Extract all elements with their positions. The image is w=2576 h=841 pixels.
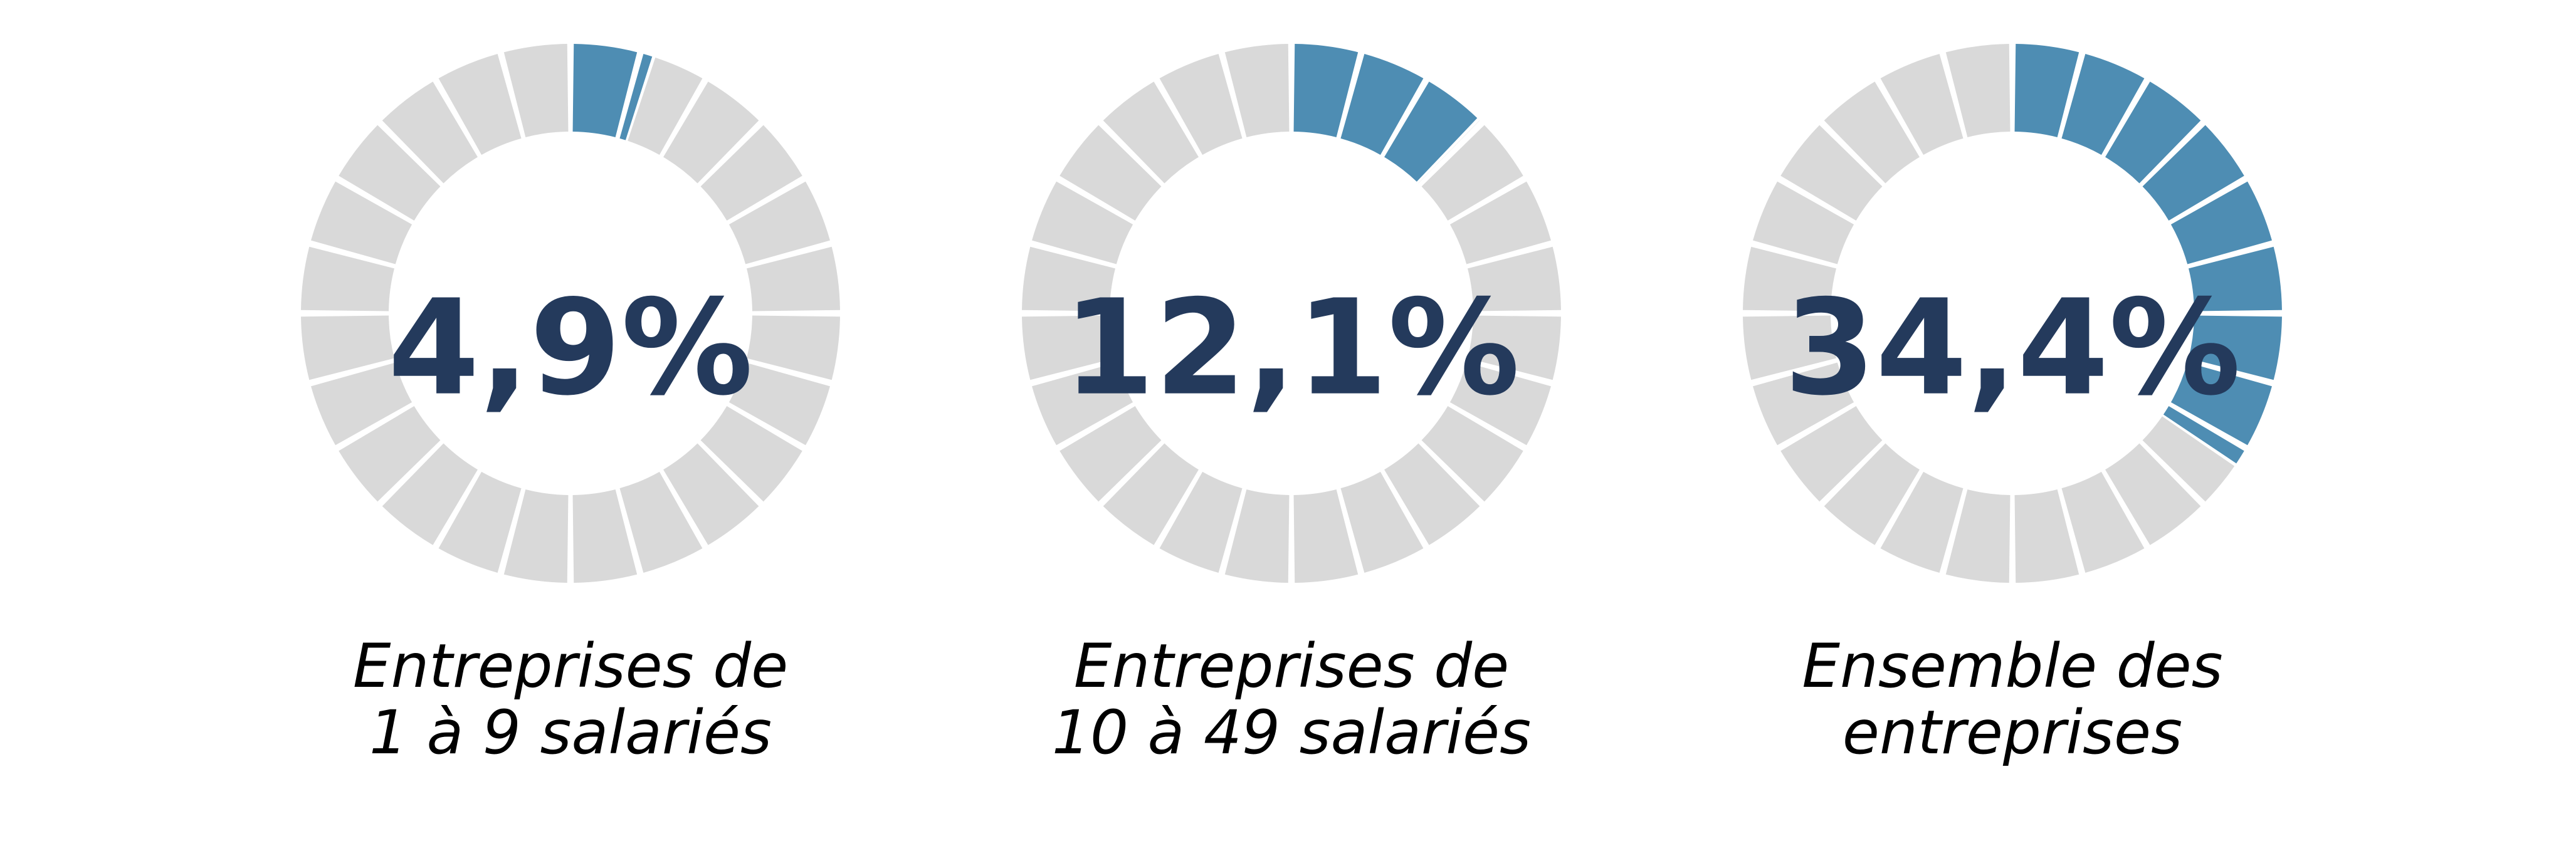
gauge-value-label: 4,9% xyxy=(388,271,753,425)
gauge-empty-segment xyxy=(382,81,478,184)
gauge-filled-segment xyxy=(619,54,653,140)
gauge-empty-segment xyxy=(1824,81,1920,184)
gauge-filled-segment xyxy=(2170,362,2272,446)
caption-line: 1 à 9 salariés xyxy=(369,697,772,768)
gauge-empty-segment xyxy=(311,181,413,264)
gauge-empty-segment xyxy=(2061,471,2145,573)
gauge-empty-segment xyxy=(1224,44,1290,137)
gauge-empty-segment xyxy=(1449,181,1551,264)
gauge-empty-segment xyxy=(311,362,413,446)
gauge-empty-segment xyxy=(1159,54,1243,155)
gauge-empty-segment xyxy=(1059,125,1162,221)
caption-line: Entreprises de xyxy=(352,631,789,701)
gauge-empty-segment xyxy=(728,181,830,264)
gauge-empty-segment xyxy=(1753,181,1854,264)
gauge-filled-segment xyxy=(2170,181,2272,264)
gauge-empty-segment xyxy=(1780,406,1883,502)
gauge-small-firms: 4,9% xyxy=(301,44,840,583)
gauge-empty-segment xyxy=(1032,362,1133,446)
gauge-caption-all-firms: Ensemble des entreprises xyxy=(1699,633,2326,766)
gauge-empty-segment xyxy=(1753,362,1854,446)
gauge-medium-firms: 12,1% xyxy=(1022,44,1561,583)
gauge-empty-segment xyxy=(728,362,830,446)
gauge-empty-segment xyxy=(2142,416,2235,502)
gauge-segments xyxy=(1743,44,2282,583)
gauge-empty-segment xyxy=(1449,362,1551,446)
gauge-empty-segment xyxy=(747,246,840,311)
gauge-segments xyxy=(301,44,840,583)
gauge-empty-segment xyxy=(1880,471,1964,573)
gauge-empty-segment xyxy=(1059,406,1162,502)
gauge-empty-segment xyxy=(1103,443,1199,545)
gauge-filled-segment xyxy=(2163,406,2244,464)
gauge-empty-segment xyxy=(1743,246,1836,311)
gauge-empty-segment xyxy=(339,406,441,502)
gauge-empty-segment xyxy=(503,489,569,583)
gauge-empty-segment xyxy=(1780,125,1883,221)
gauge-filled-segment xyxy=(1293,44,1359,137)
gauge-filled-segment xyxy=(2142,125,2244,221)
gauge-filled-segment xyxy=(2189,246,2282,311)
gauge-empty-segment xyxy=(1945,44,2011,137)
gauge-empty-segment xyxy=(1421,125,1523,221)
gauge-empty-segment xyxy=(1032,181,1133,264)
gauge-filled-segment xyxy=(2014,44,2079,137)
gauge-empty-segment xyxy=(1418,120,1480,184)
gauge-empty-segment xyxy=(572,489,638,583)
gauge-empty-segment xyxy=(1340,471,1424,573)
caption-line: Entreprises de xyxy=(1073,631,1510,701)
gauge-caption-small-firms: Entreprises de 1 à 9 salariés xyxy=(257,633,884,766)
gauge-empty-segment xyxy=(438,54,522,155)
gauge-empty-segment xyxy=(1103,81,1199,184)
gauge-empty-segment xyxy=(503,44,569,137)
gauge-empty-segment xyxy=(700,406,802,502)
gauge-value-label: 34,4% xyxy=(1784,271,2241,425)
gauge-empty-segment xyxy=(1224,489,1290,583)
gauge-all-firms: 34,4% xyxy=(1743,44,2282,583)
gauge-empty-segment xyxy=(1468,246,1561,311)
gauge-empty-segment xyxy=(1384,443,1480,545)
gauge-segments xyxy=(1022,44,1561,583)
gauge-filled-segment xyxy=(2189,315,2282,380)
gauge-value-label: 12,1% xyxy=(1063,271,1520,425)
gauge-caption-medium-firms: Entreprises de 10 à 49 salariés xyxy=(978,633,1605,766)
gauge-empty-segment xyxy=(1945,489,2011,583)
gauge-empty-segment xyxy=(663,443,759,545)
gauge-empty-segment xyxy=(2105,443,2201,545)
gauge-empty-segment xyxy=(2014,489,2079,583)
gauge-empty-segment xyxy=(1022,315,1115,380)
gauge-empty-segment xyxy=(438,471,522,573)
gauge-empty-segment xyxy=(700,125,802,221)
gauge-empty-segment xyxy=(628,57,703,155)
gauge-empty-segment xyxy=(663,81,759,184)
caption-line: entreprises xyxy=(1842,697,2183,768)
gauge-empty-segment xyxy=(339,125,441,221)
gauge-empty-segment xyxy=(1824,443,1920,545)
gauge-empty-segment xyxy=(301,315,394,380)
caption-line: Ensemble des xyxy=(1802,631,2223,701)
gauge-filled-segment xyxy=(1384,81,1478,182)
gauge-filled-segment xyxy=(1340,54,1424,155)
gauge-filled-segment xyxy=(2061,54,2145,155)
gauge-empty-segment xyxy=(1880,54,1964,155)
gauge-empty-segment xyxy=(619,471,703,573)
gauge-empty-segment xyxy=(1421,406,1523,502)
caption-line: 10 à 49 salariés xyxy=(1051,697,1532,768)
gauge-empty-segment xyxy=(1468,315,1561,380)
gauge-empty-segment xyxy=(1159,471,1243,573)
gauge-empty-segment xyxy=(301,246,394,311)
gauge-empty-segment xyxy=(1743,315,1836,380)
gauge-empty-segment xyxy=(382,443,478,545)
gauge-filled-segment xyxy=(572,44,638,137)
gauge-empty-segment xyxy=(747,315,840,380)
gauge-empty-segment xyxy=(1022,246,1115,311)
gauge-empty-segment xyxy=(1293,489,1359,583)
gauge-filled-segment xyxy=(2105,81,2201,184)
